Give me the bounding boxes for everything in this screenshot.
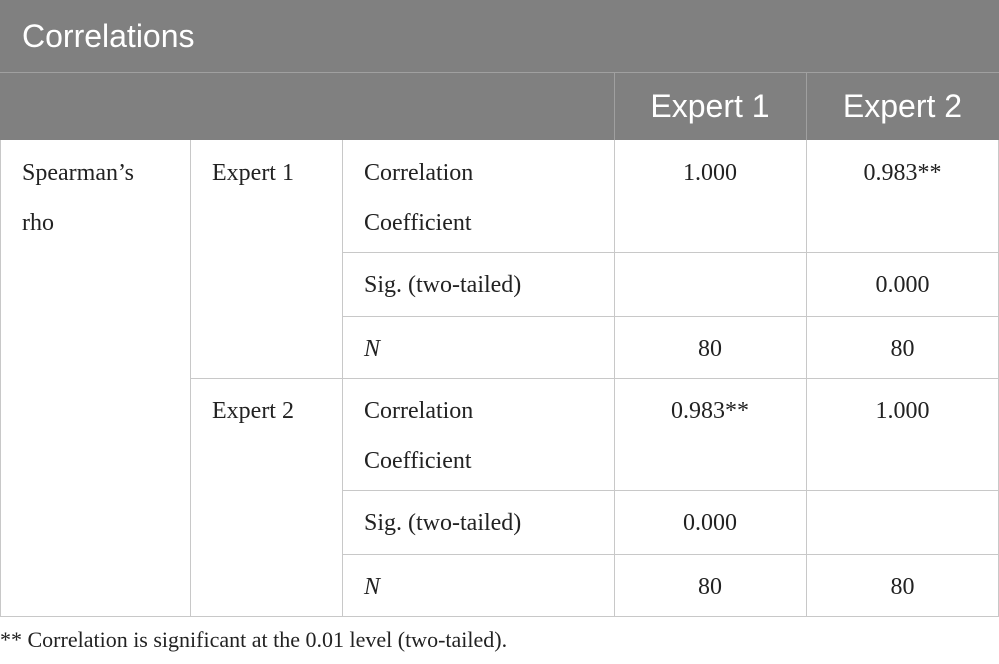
- column-divider: [614, 73, 615, 140]
- value-cell: 80: [698, 574, 722, 600]
- measure: Sig. (two-tailed): [364, 510, 522, 536]
- value-cell: 1.000: [683, 160, 737, 186]
- group-label: Spearman’s rho: [22, 160, 134, 236]
- row-label: Expert 2: [212, 398, 294, 424]
- measure: N: [364, 336, 381, 362]
- column-divider: [614, 140, 615, 616]
- measure: N: [364, 574, 381, 600]
- value-cell: 80: [890, 336, 915, 362]
- value-cell: 0.000: [683, 510, 737, 536]
- column-divider: [342, 140, 343, 616]
- measure: Sig. (two-tailed): [364, 272, 522, 298]
- value-cell: 80: [890, 574, 915, 600]
- header-row: [0, 73, 999, 140]
- measure: Correlation Coefficient: [364, 398, 474, 474]
- value-cell: 0.983**: [671, 398, 749, 424]
- row-divider: [0, 616, 999, 617]
- row-divider: [342, 252, 999, 253]
- row-divider: [342, 316, 999, 317]
- value-cell: 1.000: [875, 398, 930, 424]
- divider: [0, 72, 999, 73]
- column-header: Expert 2: [842, 88, 963, 124]
- footnote: ** Correlation is significant at the 0.0…: [0, 627, 508, 652]
- row-divider: [342, 554, 999, 555]
- row-divider: [342, 490, 999, 491]
- value-cell: 0.983**: [863, 160, 942, 186]
- table-title: Correlations: [0, 0, 999, 72]
- column-divider: [0, 140, 1, 616]
- value-cell: 80: [698, 336, 722, 362]
- measure: Correlation Coefficient: [364, 160, 474, 236]
- column-divider: [806, 140, 807, 616]
- row-divider: [190, 378, 999, 379]
- column-divider: [190, 140, 191, 616]
- value-cell: 0.000: [875, 272, 930, 298]
- column-header: Expert 1: [650, 88, 770, 124]
- column-divider: [806, 73, 807, 140]
- row-label: Expert 1: [212, 160, 294, 186]
